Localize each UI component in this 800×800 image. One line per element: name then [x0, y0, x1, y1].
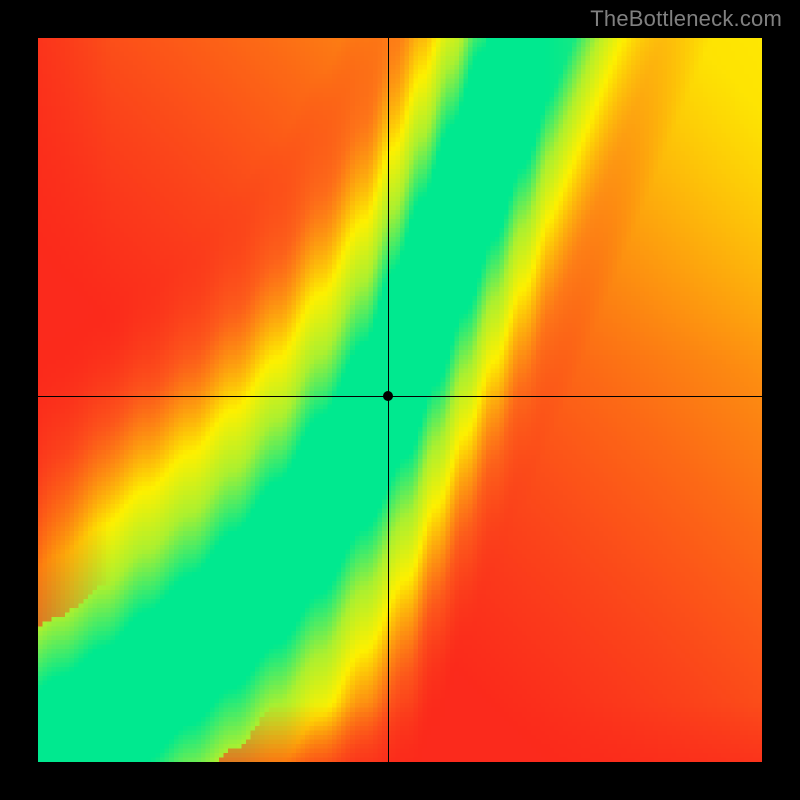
watermark-text: TheBottleneck.com — [590, 6, 782, 32]
chart-container: TheBottleneck.com — [0, 0, 800, 800]
crosshair-horizontal — [38, 396, 762, 397]
crosshair-marker — [383, 391, 393, 401]
heatmap-canvas — [38, 38, 762, 762]
plot-area — [38, 38, 762, 762]
